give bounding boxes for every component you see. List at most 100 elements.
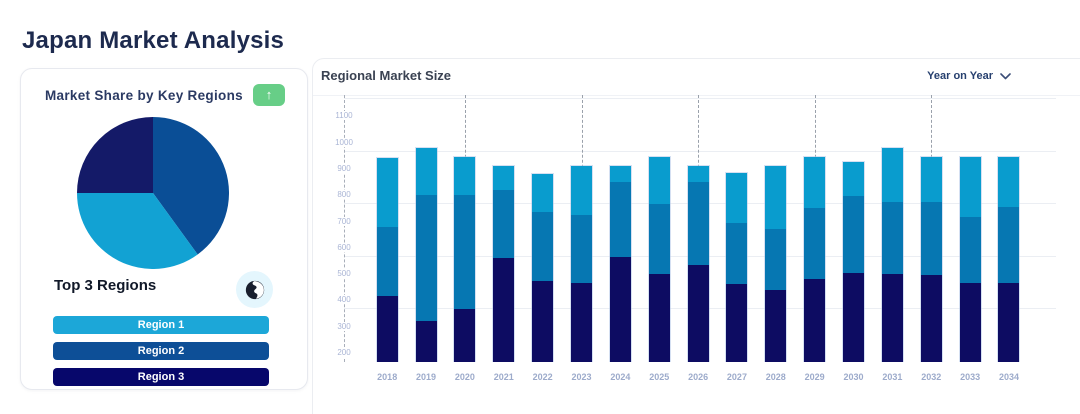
gridline-1200 bbox=[344, 98, 1056, 99]
bar-segment-2028-light-blue-segment[interactable] bbox=[765, 166, 787, 230]
bar-segment-2025-navy-segment[interactable] bbox=[648, 273, 670, 362]
y-tick-label-500: 500 bbox=[336, 269, 352, 279]
region-3-button[interactable]: Region 3 bbox=[53, 368, 269, 386]
bar-segment-2023-navy-segment[interactable] bbox=[571, 283, 592, 362]
bar-segment-2020-navy-segment[interactable] bbox=[454, 309, 476, 362]
bar-segment-2021-light-blue-segment[interactable] bbox=[493, 166, 515, 190]
bar-segment-2034-light-blue-segment[interactable] bbox=[998, 156, 1020, 207]
bar-segment-2032-navy-segment[interactable] bbox=[920, 275, 942, 362]
x-axis-label-2020: 2020 bbox=[454, 372, 475, 382]
pie-slice-region-2[interactable] bbox=[153, 117, 230, 255]
pie-slice-region-1[interactable] bbox=[77, 193, 198, 270]
bar-segment-2018-medium-blue-segment[interactable] bbox=[376, 226, 398, 297]
bar-segment-2034-navy-segment[interactable] bbox=[998, 283, 1020, 362]
bar-segment-2026-medium-blue-segment[interactable] bbox=[687, 181, 709, 265]
bar-2028[interactable] bbox=[764, 165, 788, 362]
bar-segment-2018-light-blue-segment[interactable] bbox=[376, 158, 398, 227]
bar-segment-2030-navy-segment[interactable] bbox=[843, 272, 865, 362]
bar-segment-2023-light-blue-segment[interactable] bbox=[571, 166, 592, 215]
y-tick-label-1100: 1100 bbox=[334, 111, 354, 121]
bar-segment-2033-light-blue-segment[interactable] bbox=[959, 156, 981, 218]
x-axis-label-2032: 2032 bbox=[921, 372, 942, 382]
y-tick-label-1000: 1000 bbox=[334, 137, 354, 147]
bar-2034[interactable] bbox=[997, 155, 1021, 362]
bar-segment-2018-navy-segment[interactable] bbox=[376, 296, 398, 362]
bar-segment-2029-navy-segment[interactable] bbox=[804, 279, 826, 362]
x-axis-label-2028: 2028 bbox=[765, 372, 786, 382]
bar-plot: 200 300 400 500 600 700 800 900 1000 1100 2018 2019… bbox=[334, 95, 1066, 382]
bar-2032[interactable] bbox=[919, 155, 943, 362]
bar-2023[interactable] bbox=[570, 165, 593, 362]
bar-segment-2030-medium-blue-segment[interactable] bbox=[843, 196, 865, 273]
y-tick-label-800: 800 bbox=[336, 190, 352, 200]
market-share-card: Market Share by Key Regions ↑ Top 3 Regi… bbox=[20, 68, 308, 390]
bar-2026[interactable] bbox=[686, 165, 710, 362]
bar-segment-2022-navy-segment[interactable] bbox=[532, 280, 554, 362]
page-title: Japan Market Analysis bbox=[22, 27, 285, 54]
trend-up-button[interactable]: ↑ bbox=[253, 84, 285, 106]
bar-2018[interactable] bbox=[375, 157, 399, 362]
bar-segment-2028-medium-blue-segment[interactable] bbox=[765, 229, 787, 290]
x-axis-label-2034: 2034 bbox=[998, 372, 1019, 382]
bar-segment-2027-light-blue-segment[interactable] bbox=[726, 172, 748, 223]
bar-2030[interactable] bbox=[842, 161, 866, 362]
bar-2020[interactable] bbox=[453, 155, 477, 362]
bar-segment-2019-medium-blue-segment[interactable] bbox=[415, 195, 437, 322]
bar-segment-2034-medium-blue-segment[interactable] bbox=[998, 206, 1020, 284]
bar-segment-2027-medium-blue-segment[interactable] bbox=[726, 222, 748, 285]
bar-segment-2020-medium-blue-segment[interactable] bbox=[454, 195, 476, 310]
bar-segment-2031-medium-blue-segment[interactable] bbox=[881, 201, 903, 274]
x-axis-label-2027: 2027 bbox=[726, 372, 747, 382]
bar-2031[interactable] bbox=[880, 146, 904, 362]
bar-segment-2031-light-blue-segment[interactable] bbox=[881, 147, 903, 202]
bar-segment-2033-medium-blue-segment[interactable] bbox=[959, 217, 981, 284]
bar-segment-2019-light-blue-segment[interactable] bbox=[415, 147, 437, 196]
bar-2027[interactable] bbox=[725, 171, 749, 362]
bar-segment-2030-light-blue-segment[interactable] bbox=[843, 162, 865, 197]
bar-2019[interactable] bbox=[414, 146, 438, 362]
bar-segment-2024-light-blue-segment[interactable] bbox=[609, 166, 631, 182]
bar-2025[interactable] bbox=[647, 155, 671, 362]
globe-button[interactable] bbox=[236, 271, 273, 308]
bar-segment-2019-navy-segment[interactable] bbox=[415, 321, 437, 362]
bar-segment-2020-light-blue-segment[interactable] bbox=[454, 156, 476, 196]
chart-title: Regional Market Size bbox=[321, 68, 452, 83]
bar-2021[interactable] bbox=[492, 165, 516, 362]
bar-segment-2032-light-blue-segment[interactable] bbox=[920, 156, 942, 202]
bar-segment-2022-light-blue-segment[interactable] bbox=[532, 174, 554, 213]
bar-2022[interactable] bbox=[531, 173, 555, 362]
y-tick-label-900: 900 bbox=[336, 163, 352, 173]
bar-segment-2024-navy-segment[interactable] bbox=[609, 256, 631, 362]
x-axis-label-2023: 2023 bbox=[571, 372, 592, 382]
pie-slice-region-3[interactable] bbox=[77, 117, 153, 193]
bar-segment-2026-navy-segment[interactable] bbox=[687, 264, 709, 362]
bar-segment-2021-medium-blue-segment[interactable] bbox=[493, 189, 515, 259]
bar-segment-2027-navy-segment[interactable] bbox=[726, 284, 748, 362]
header-divider bbox=[313, 95, 1080, 96]
bar-segment-2029-medium-blue-segment[interactable] bbox=[804, 208, 826, 280]
gridline-1000 bbox=[344, 150, 1056, 152]
bar-segment-2024-medium-blue-segment[interactable] bbox=[609, 181, 631, 257]
bar-2029[interactable] bbox=[803, 155, 827, 362]
x-axis-label-2019: 2019 bbox=[416, 372, 437, 382]
bar-segment-2031-navy-segment[interactable] bbox=[881, 273, 903, 362]
x-axis-label-2029: 2029 bbox=[804, 372, 825, 382]
bar-segment-2033-navy-segment[interactable] bbox=[959, 283, 981, 362]
bar-segment-2028-navy-segment[interactable] bbox=[765, 289, 787, 362]
region-1-button[interactable]: Region 1 bbox=[53, 316, 269, 334]
region-2-button[interactable]: Region 2 bbox=[53, 342, 269, 360]
bar-segment-2025-light-blue-segment[interactable] bbox=[648, 156, 670, 205]
bar-2033[interactable] bbox=[958, 155, 982, 362]
bar-segment-2026-light-blue-segment[interactable] bbox=[687, 166, 709, 182]
x-axis-label-2033: 2033 bbox=[960, 372, 981, 382]
bar-2024[interactable] bbox=[608, 165, 632, 362]
bar-segment-2022-medium-blue-segment[interactable] bbox=[532, 212, 554, 281]
bar-segment-2029-light-blue-segment[interactable] bbox=[804, 156, 826, 209]
y-tick-label-300: 300 bbox=[336, 321, 352, 331]
bar-segment-2032-medium-blue-segment[interactable] bbox=[920, 201, 942, 276]
bar-segment-2025-medium-blue-segment[interactable] bbox=[648, 204, 670, 274]
bar-segment-2021-navy-segment[interactable] bbox=[493, 258, 515, 362]
year-on-year-dropdown[interactable]: Year on Year bbox=[927, 70, 1011, 82]
bar-segment-2023-medium-blue-segment[interactable] bbox=[571, 214, 592, 284]
